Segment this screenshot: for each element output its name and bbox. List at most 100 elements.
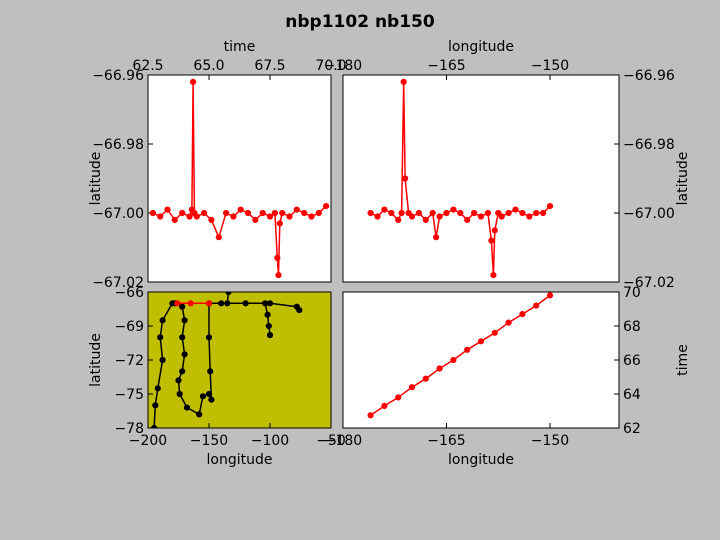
data-point	[519, 209, 526, 217]
data-point	[477, 338, 485, 345]
data-point	[367, 209, 374, 217]
data-point	[519, 311, 526, 318]
data-point	[546, 203, 554, 210]
data-point	[526, 213, 533, 220]
data-point	[293, 206, 300, 213]
y-tick-label: 62	[623, 421, 641, 437]
data-point	[443, 209, 450, 217]
x-tick-label: −100	[251, 433, 289, 449]
x-tick-label: 62.5	[132, 58, 163, 74]
data-point	[171, 216, 178, 223]
series-line	[370, 81, 551, 276]
data-point	[471, 209, 478, 217]
data-point	[179, 368, 186, 375]
y-tick-label: −72	[114, 353, 144, 369]
data-point	[505, 209, 512, 217]
y-tick-label: 64	[623, 387, 641, 403]
x-axis-label: longitude	[448, 452, 514, 468]
data-point	[242, 300, 249, 307]
x-tick-label: −150	[531, 433, 569, 449]
x-tick-label: 67.5	[254, 58, 285, 74]
data-point	[408, 213, 416, 220]
y-tick-label: −67.02	[623, 275, 675, 291]
data-point	[398, 209, 405, 217]
data-point	[187, 300, 194, 307]
data-point	[498, 213, 505, 220]
data-point	[265, 322, 272, 330]
x-tick-label: −180	[324, 58, 362, 74]
data-point	[224, 300, 231, 307]
data-point	[436, 213, 443, 220]
chart-bottom-right: −180 −165 −150 62 64 66 68 70 longitude time	[324, 285, 691, 468]
data-point	[533, 209, 540, 217]
data-point	[491, 329, 498, 336]
data-point	[208, 396, 215, 403]
x-tick-label: 65.0	[193, 58, 224, 74]
x-tick-label: −165	[427, 58, 465, 74]
data-point	[276, 220, 283, 227]
data-point	[422, 216, 429, 223]
x-axis-label: time	[224, 39, 256, 55]
data-point	[505, 319, 512, 326]
data-point	[179, 209, 186, 217]
data-point	[429, 209, 436, 217]
data-point	[408, 384, 416, 391]
y-axis-label: time	[675, 344, 691, 376]
data-point	[450, 356, 457, 364]
data-point	[367, 412, 374, 419]
data-point	[464, 346, 471, 353]
data-point	[546, 292, 554, 299]
data-point	[436, 365, 443, 372]
data-point	[266, 213, 274, 220]
data-point	[244, 209, 252, 217]
y-tick-label: −66.96	[623, 68, 675, 84]
y-tick-label: 66	[623, 353, 641, 369]
data-point	[433, 234, 440, 241]
data-point	[381, 206, 388, 213]
y-tick-label: −66.98	[623, 137, 675, 153]
data-layer	[367, 78, 554, 279]
x-tick-label: −165	[427, 433, 465, 449]
x-tick-label: −200	[129, 433, 167, 449]
y-tick-label: −67.00	[92, 206, 144, 222]
data-point	[149, 209, 156, 217]
data-point	[457, 209, 464, 217]
subplot-grid: 62.5 65.0 67.5 70.0 −66.96 −66.98 −67.00 −67.02…	[88, 39, 691, 468]
data-point	[259, 209, 266, 217]
y-axis-label: latitude	[88, 333, 104, 387]
y-tick-label: −67.00	[623, 206, 675, 222]
data-point	[512, 206, 519, 213]
data-point	[196, 411, 203, 418]
y-tick-label: −78	[114, 421, 144, 437]
data-point	[164, 206, 171, 213]
plot-frame	[147, 291, 332, 429]
data-point	[225, 292, 232, 296]
data-point	[215, 234, 222, 241]
y-tick-label: −66	[114, 285, 144, 301]
x-tick-label: −50	[316, 433, 346, 449]
data-point	[205, 334, 213, 341]
data-point	[477, 213, 485, 220]
y-tick-label: −66.98	[92, 137, 144, 153]
plot-area	[343, 292, 619, 428]
data-point	[450, 206, 457, 213]
data-point	[400, 78, 407, 86]
data-point	[484, 209, 491, 217]
data-point	[488, 237, 495, 244]
data-point	[395, 394, 402, 401]
data-point	[252, 216, 259, 223]
data-point	[271, 209, 278, 217]
data-point	[152, 402, 159, 409]
data-point	[286, 213, 293, 220]
series-line	[264, 303, 271, 336]
data-point	[218, 300, 225, 307]
x-axis-label: longitude	[448, 39, 514, 55]
x-tick-label: −150	[190, 433, 228, 449]
data-point	[533, 302, 540, 309]
data-point	[208, 216, 215, 223]
data-point	[464, 216, 471, 223]
y-tick-label: −69	[114, 319, 144, 335]
data-point	[230, 213, 237, 220]
x-tick-label: −150	[531, 58, 569, 74]
y-tick-label: −67.02	[92, 275, 144, 291]
